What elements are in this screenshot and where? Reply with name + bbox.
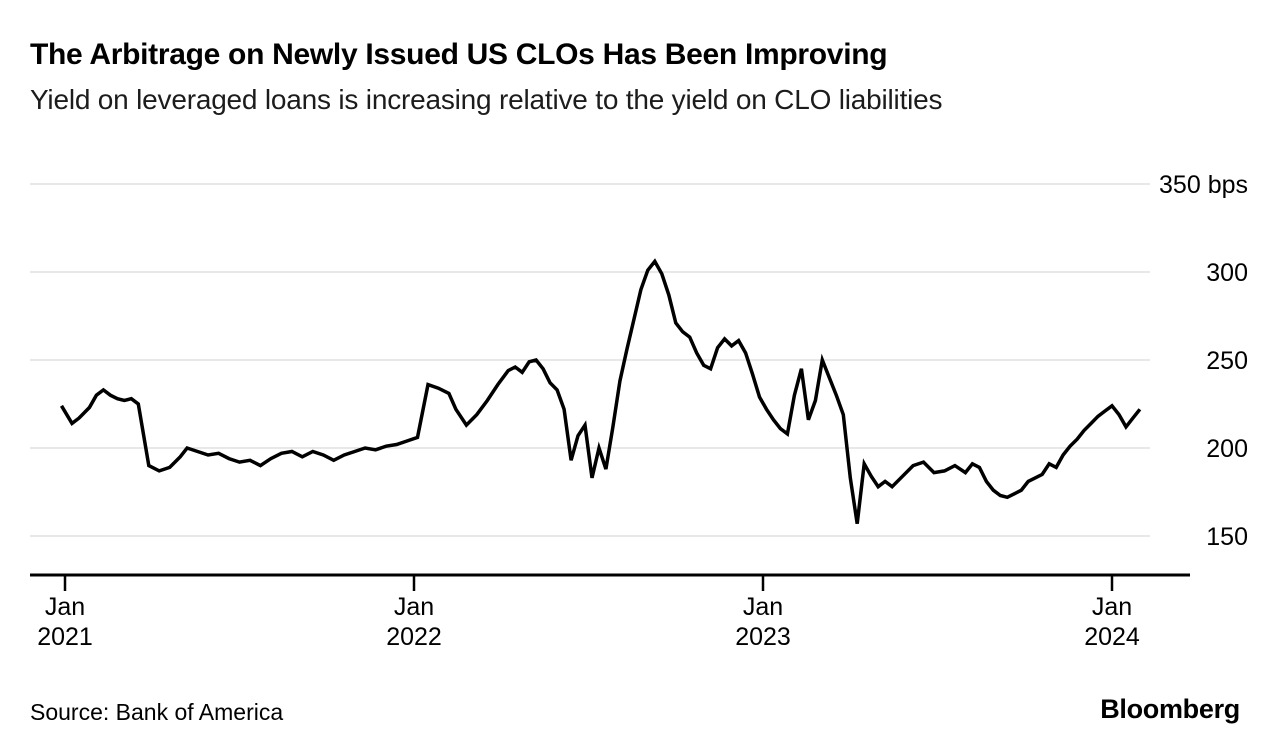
y-axis-label: 250	[1206, 347, 1248, 375]
chart-subtitle: Yield on leveraged loans is increasing r…	[30, 84, 943, 115]
x-axis-label-month: Jan	[743, 593, 783, 621]
x-axis-label-month: Jan	[1092, 593, 1132, 621]
y-axis-label: 300	[1206, 259, 1248, 287]
y-axis-label: 200	[1206, 435, 1248, 463]
x-axis-label-year: 2024	[1084, 623, 1140, 651]
x-axis-label-year: 2021	[37, 623, 93, 651]
y-axis-label: 350 bps	[1159, 171, 1248, 199]
x-axis-label-year: 2023	[735, 623, 791, 651]
chart-title: The Arbitrage on Newly Issued US CLOs Ha…	[30, 38, 888, 71]
x-axis-label-month: Jan	[45, 593, 85, 621]
x-axis-label-year: 2022	[386, 623, 442, 651]
y-axis-label: 150	[1206, 523, 1248, 551]
source-attribution: Source: Bank of America	[30, 699, 284, 725]
bloomberg-logo: Bloomberg	[1100, 694, 1240, 724]
x-axis-label-month: Jan	[394, 593, 434, 621]
data-line	[59, 258, 1142, 524]
